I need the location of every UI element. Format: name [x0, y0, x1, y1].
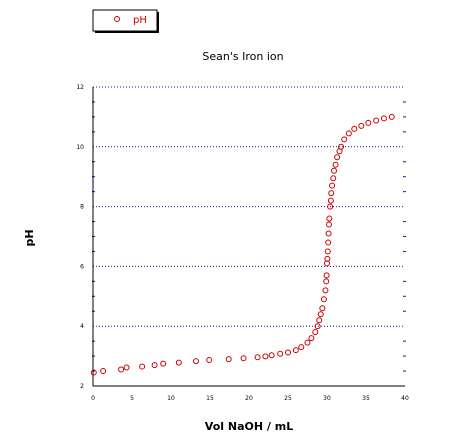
y-tick-label-4: 4 — [80, 323, 84, 330]
y-tick-label-2: 2 — [80, 383, 84, 390]
data-point-5 — [151, 362, 158, 369]
y-axis-title: pH — [23, 229, 36, 246]
legend-label: pH — [133, 15, 147, 26]
data-point-53 — [380, 115, 387, 122]
x-tick-label-30: 30 — [323, 395, 331, 402]
y-tick-label-12: 12 — [76, 84, 84, 91]
data-point-14 — [268, 352, 275, 359]
data-point-27 — [322, 287, 329, 294]
data-point-3 — [123, 364, 130, 371]
data-points — [90, 113, 395, 376]
x-tick-label-0: 0 — [91, 395, 95, 402]
data-point-25 — [319, 305, 326, 312]
data-point-50 — [358, 122, 365, 129]
y-tick-label-8: 8 — [80, 204, 84, 211]
data-point-12 — [254, 354, 261, 361]
data-point-41 — [330, 175, 337, 182]
data-point-51 — [365, 119, 372, 126]
data-point-40 — [329, 182, 336, 189]
data-point-11 — [240, 355, 247, 362]
data-point-34 — [325, 230, 332, 237]
data-point-2 — [118, 366, 125, 373]
x-tick-label-20: 20 — [245, 395, 253, 402]
data-point-23 — [316, 317, 323, 324]
x-tick-label-15: 15 — [206, 395, 214, 402]
legend-marker — [114, 16, 120, 22]
data-point-8 — [192, 358, 199, 365]
data-point-16 — [285, 349, 291, 356]
data-point-33 — [325, 239, 332, 246]
data-point-24 — [317, 311, 324, 318]
data-point-46 — [338, 143, 345, 150]
data-point-6 — [160, 360, 167, 367]
data-point-7 — [175, 359, 182, 366]
data-point-21 — [312, 329, 319, 336]
data-point-36 — [326, 215, 333, 222]
data-point-19 — [304, 339, 311, 346]
x-tick-label-5: 5 — [130, 395, 134, 402]
x-tick-labels: 0 5 10 15 20 25 30 35 40 — [91, 395, 409, 402]
data-point-37 — [327, 203, 334, 210]
data-point-20 — [308, 335, 315, 342]
legend-box — [92, 9, 158, 32]
data-point-52 — [373, 117, 380, 124]
data-point-38 — [327, 197, 334, 204]
axes — [92, 87, 405, 387]
data-point-42 — [331, 167, 338, 174]
data-point-1 — [100, 368, 107, 375]
grid-lines — [93, 86, 405, 327]
data-point-54 — [388, 113, 395, 120]
data-point-44 — [334, 154, 341, 161]
minor-ticks — [92, 101, 406, 372]
data-point-10 — [225, 356, 232, 363]
data-point-39 — [328, 190, 335, 197]
data-point-35 — [325, 221, 332, 228]
x-tick-label-10: 10 — [167, 395, 175, 402]
y-tick-label-6: 6 — [80, 263, 84, 270]
data-point-49 — [351, 125, 358, 132]
data-point-47 — [341, 136, 348, 143]
legend: pH — [92, 9, 159, 33]
data-point-48 — [345, 130, 352, 137]
data-point-18 — [298, 344, 305, 351]
x-axis-title: Vol NaOH / mL — [205, 420, 293, 433]
data-point-31 — [324, 255, 331, 262]
data-point-29 — [323, 272, 330, 279]
chart-title: Sean's Iron ion — [202, 50, 283, 63]
x-tick-label-40: 40 — [401, 395, 409, 402]
data-point-43 — [332, 161, 339, 168]
y-tick-labels: 2 4 6 8 10 12 — [76, 84, 84, 390]
data-point-4 — [139, 363, 146, 370]
data-point-17 — [292, 347, 299, 354]
x-tick-label-35: 35 — [362, 395, 370, 402]
data-point-28 — [323, 278, 330, 285]
data-point-26 — [320, 296, 327, 303]
data-point-0 — [90, 369, 97, 376]
data-point-15 — [277, 350, 284, 357]
data-point-32 — [324, 248, 331, 255]
data-point-9 — [206, 356, 213, 363]
y-tick-label-10: 10 — [76, 144, 84, 151]
data-point-22 — [314, 323, 321, 330]
x-tick-label-25: 25 — [284, 395, 292, 402]
data-point-13 — [262, 353, 269, 360]
